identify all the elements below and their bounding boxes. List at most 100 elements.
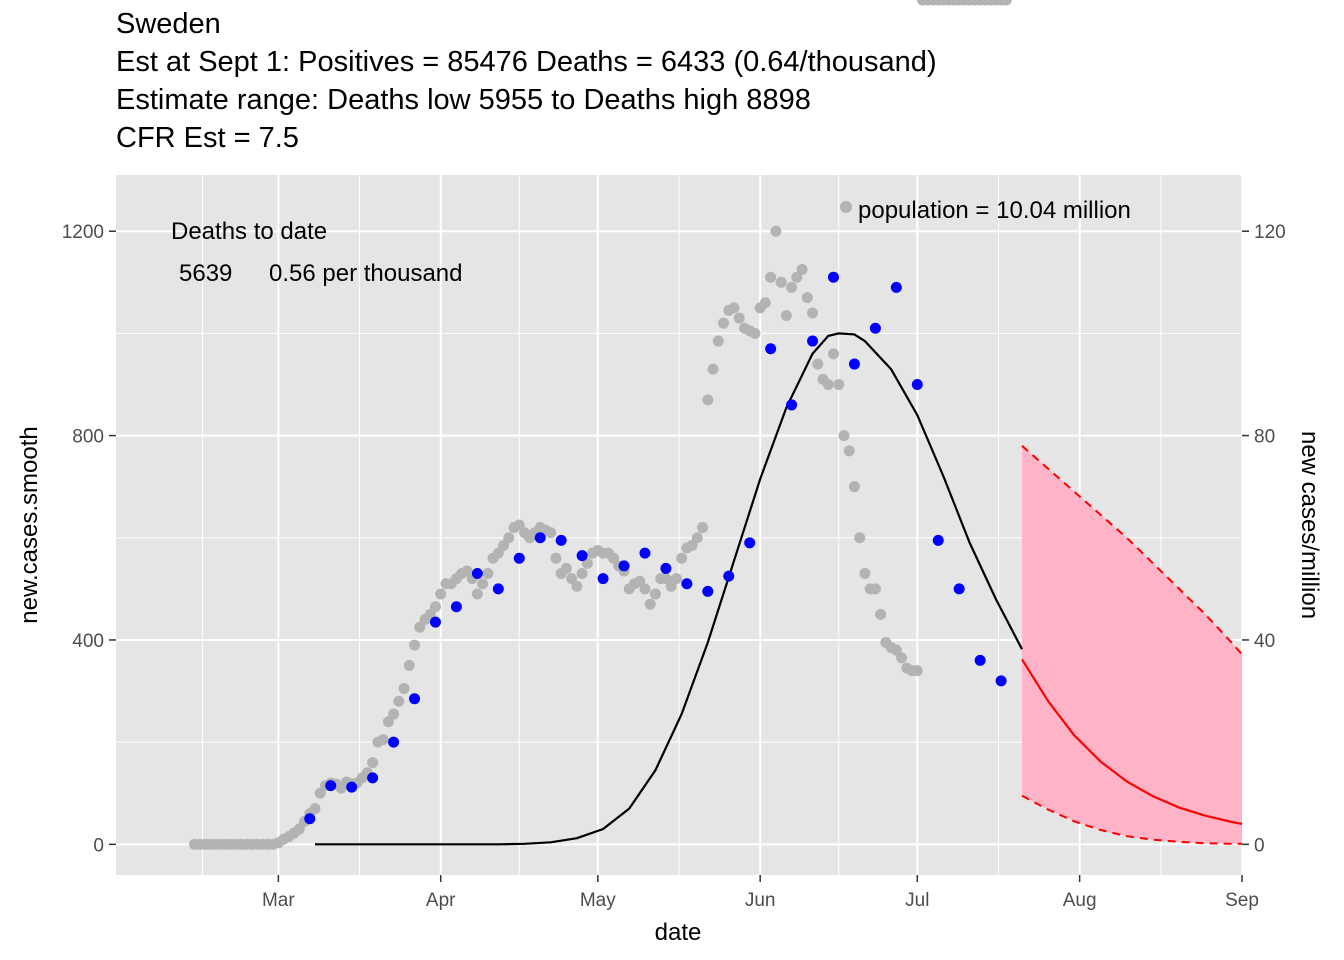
weekly-point [869,322,881,334]
daily-point [843,445,855,457]
daily-point [377,734,389,746]
daily-point [875,608,887,620]
daily-point [838,430,850,442]
x-tick-label: Jun [745,890,776,911]
weekly-point [639,547,651,559]
daily-point [691,532,703,544]
weekly-point [513,552,525,564]
weekly-point [429,616,441,628]
y-tick-label: 400 [72,631,104,652]
y-tick-label-right: 40 [1254,631,1275,652]
weekly-point [492,583,504,595]
daily-point [560,562,572,574]
deaths-rate: 0.56 per thousand [269,260,463,287]
forecast-band [1022,445,1242,844]
daily-point [822,378,834,390]
daily-point [728,302,740,314]
weekly-point [576,550,588,562]
daily-point [670,573,682,585]
chart-title-line-2: Est at Sept 1: Positives = 85476 Deaths … [116,46,937,78]
weekly-point [974,654,986,666]
y-tick-label-right: 120 [1254,222,1286,243]
weekly-point [618,560,630,572]
axes-group: 0 0 400 40 800 80 1200 120 Mar Apr May Jun Jul Aug Sep [62,222,1286,911]
weekly-point [597,573,609,585]
daily-point [869,583,881,595]
weekly-point [660,562,672,574]
weekly-point [723,570,735,582]
daily-point [388,708,400,720]
weekly-points-group [304,271,1007,825]
x-tick-label: Sep [1225,890,1259,911]
daily-point [665,580,677,592]
daily-point [393,695,405,707]
daily-point [812,358,824,370]
daily-point [482,568,494,580]
y-tick-label-right: 80 [1254,427,1275,448]
daily-point [718,317,730,329]
x-tick-label: Apr [426,890,456,911]
deaths-count: 5639 [179,260,232,287]
weekly-point [534,532,546,544]
daily-point [409,639,421,651]
daily-point [398,683,410,695]
weekly-point [450,601,462,613]
weekly-point [555,534,567,546]
weekly-point [702,585,714,597]
weekly-point [325,780,337,792]
weekly-point [995,675,1007,687]
daily-point [608,552,620,564]
weekly-point [953,583,965,595]
daily-point [702,394,714,406]
daily-point [796,264,808,276]
daily-point [435,588,447,600]
daily-point [780,310,792,322]
weekly-point [911,378,923,390]
daily-point [492,547,504,559]
daily-point [697,522,709,534]
daily-point [765,271,777,283]
weekly-point [744,537,756,549]
daily-point [309,803,321,815]
y-tick-label: 1200 [62,222,104,243]
daily-point [461,565,473,577]
daily-point [513,519,525,531]
daily-point [791,271,803,283]
chart-title-line-3: Estimate range: Deaths low 5955 to Death… [116,84,811,116]
weekly-point [471,568,483,580]
daily-point [848,481,860,493]
daily-point [414,621,426,633]
daily-point [807,307,819,319]
weekly-point [346,781,358,793]
daily-point [639,583,651,595]
x-tick-label: May [580,890,616,911]
daily-point [471,588,483,600]
daily-point [571,580,583,592]
y-tick-label: 800 [72,427,104,448]
curve-group [315,332,1243,846]
daily-point [477,578,489,590]
daily-point [896,652,908,664]
daily-point [367,757,379,769]
daily-point [550,552,562,564]
population-marker [840,201,852,213]
daily-point [581,557,593,569]
weekly-point [807,335,819,347]
weekly-point [786,399,798,411]
x-tick-label: Jul [905,890,929,911]
daily-point [786,281,798,293]
daily-point [854,532,866,544]
daily-point [770,225,782,237]
daily-point [712,335,724,347]
population-label: population = 10.04 million [858,197,1131,224]
daily-point [429,601,441,613]
daily-point [749,327,761,339]
daily-point [660,573,672,585]
weekly-point [827,271,839,283]
deaths-heading: Deaths to date [171,218,327,245]
forecast-central-line [1021,658,1243,825]
daily-point [911,665,923,677]
daily-point [649,588,661,600]
daily-point [827,348,839,360]
